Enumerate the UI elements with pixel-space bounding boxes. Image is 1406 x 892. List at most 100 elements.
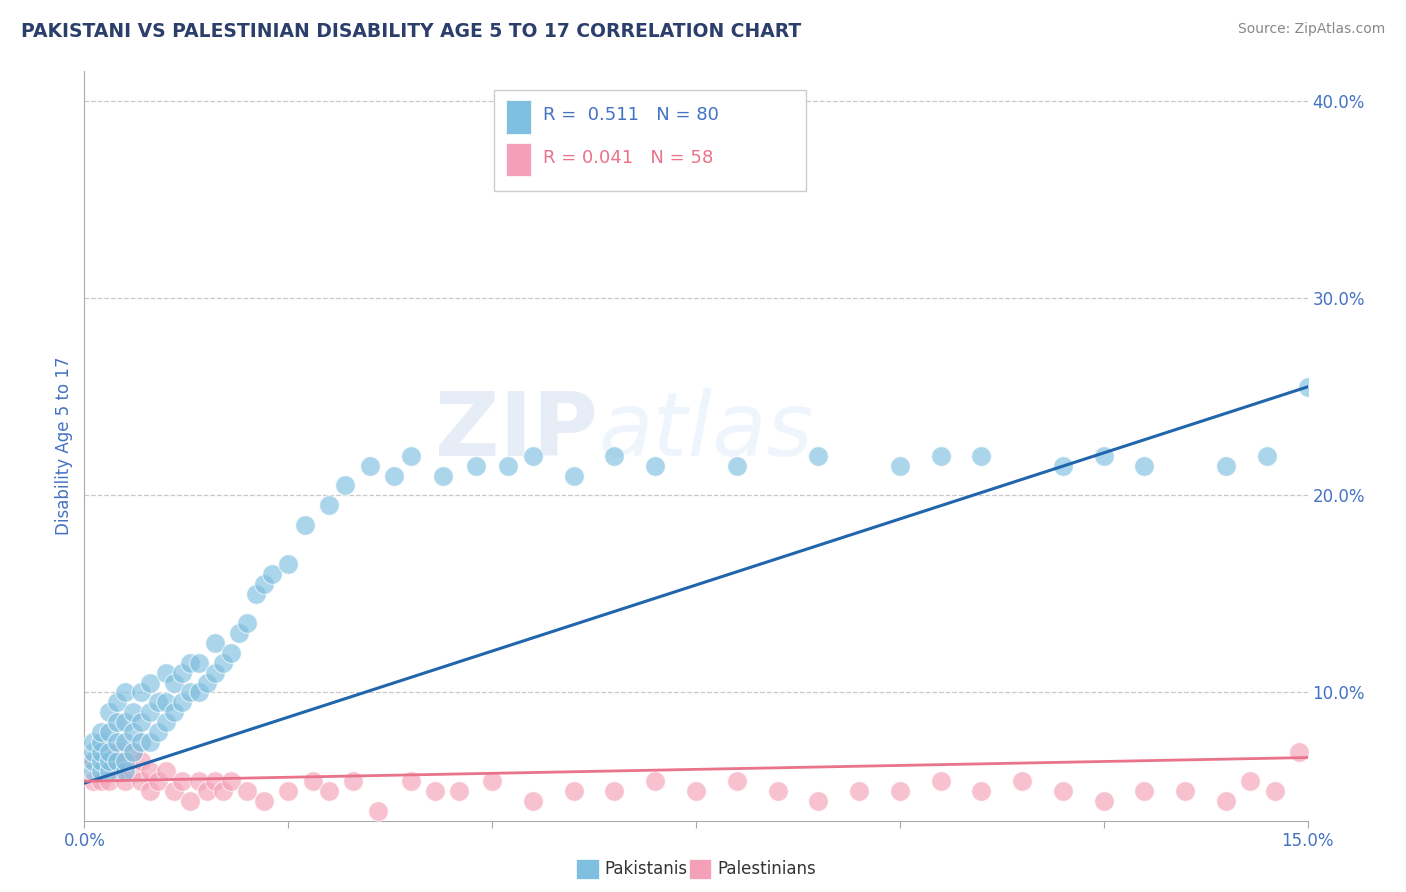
Point: [725, 458, 748, 473]
Point: [766, 784, 789, 798]
Point: [1133, 784, 1156, 798]
Point: [889, 458, 911, 473]
Text: atlas: atlas: [598, 388, 813, 474]
Point: [219, 774, 242, 789]
Point: [82, 764, 104, 779]
Point: [138, 705, 160, 719]
Point: [82, 755, 104, 769]
Point: [562, 784, 585, 798]
Point: [1133, 458, 1156, 473]
Point: [138, 675, 160, 690]
Point: [90, 745, 112, 759]
Point: [807, 794, 830, 808]
Point: [114, 735, 136, 749]
Point: [342, 774, 364, 789]
Point: [1215, 794, 1237, 808]
FancyBboxPatch shape: [494, 90, 806, 191]
Point: [245, 587, 267, 601]
Point: [114, 774, 136, 789]
Point: [212, 656, 235, 670]
Point: [277, 784, 299, 798]
Point: [253, 577, 276, 591]
Text: R =  0.511   N = 80: R = 0.511 N = 80: [543, 106, 718, 124]
Point: [294, 517, 316, 532]
Point: [1215, 458, 1237, 473]
Point: [399, 774, 422, 789]
Point: [97, 725, 120, 739]
Point: [1052, 784, 1074, 798]
Point: [172, 665, 194, 680]
Point: [204, 774, 226, 789]
Point: [131, 685, 153, 699]
Point: [236, 616, 259, 631]
Point: [970, 449, 993, 463]
Point: [105, 695, 128, 709]
Point: [138, 784, 160, 798]
Point: [212, 784, 235, 798]
Text: Source: ZipAtlas.com: Source: ZipAtlas.com: [1237, 22, 1385, 37]
Point: [90, 755, 112, 769]
Point: [498, 458, 520, 473]
Point: [1288, 745, 1310, 759]
Point: [204, 665, 226, 680]
Point: [187, 774, 209, 789]
Point: [114, 755, 136, 769]
Point: [97, 755, 120, 769]
Point: [481, 774, 503, 789]
Point: [204, 636, 226, 650]
Point: [105, 755, 128, 769]
Y-axis label: Disability Age 5 to 17: Disability Age 5 to 17: [55, 357, 73, 535]
Point: [82, 774, 104, 789]
Point: [195, 675, 218, 690]
Point: [195, 784, 218, 798]
Text: Palestinians: Palestinians: [717, 860, 815, 878]
Point: [90, 725, 112, 739]
Point: [114, 764, 136, 779]
Point: [179, 794, 201, 808]
Point: [105, 735, 128, 749]
Point: [807, 449, 830, 463]
Point: [146, 725, 169, 739]
Point: [1256, 449, 1278, 463]
Point: [1052, 458, 1074, 473]
Point: [163, 784, 186, 798]
Point: [82, 755, 104, 769]
Point: [277, 558, 299, 572]
Point: [97, 705, 120, 719]
Point: [105, 764, 128, 779]
Point: [131, 774, 153, 789]
Point: [725, 774, 748, 789]
Point: [122, 705, 145, 719]
Point: [163, 705, 186, 719]
Bar: [506, 100, 531, 134]
Point: [1174, 784, 1197, 798]
Point: [105, 714, 128, 729]
Text: ZIP: ZIP: [436, 387, 598, 475]
Point: [146, 774, 169, 789]
Point: [97, 764, 120, 779]
Point: [228, 626, 250, 640]
Point: [970, 784, 993, 798]
Point: [685, 784, 707, 798]
Point: [1092, 794, 1115, 808]
Point: [122, 764, 145, 779]
Point: [1264, 784, 1286, 798]
Point: [449, 784, 471, 798]
Point: [929, 774, 952, 789]
Point: [155, 714, 177, 729]
Point: [367, 804, 389, 818]
Point: [163, 675, 186, 690]
Point: [131, 755, 153, 769]
Point: [603, 449, 626, 463]
Point: [131, 714, 153, 729]
Point: [889, 784, 911, 798]
Point: [155, 665, 177, 680]
Text: PAKISTANI VS PALESTINIAN DISABILITY AGE 5 TO 17 CORRELATION CHART: PAKISTANI VS PALESTINIAN DISABILITY AGE …: [21, 22, 801, 41]
Point: [562, 468, 585, 483]
Point: [848, 784, 870, 798]
Point: [82, 735, 104, 749]
Point: [1092, 449, 1115, 463]
Point: [432, 468, 454, 483]
Point: [260, 567, 283, 582]
Point: [97, 745, 120, 759]
